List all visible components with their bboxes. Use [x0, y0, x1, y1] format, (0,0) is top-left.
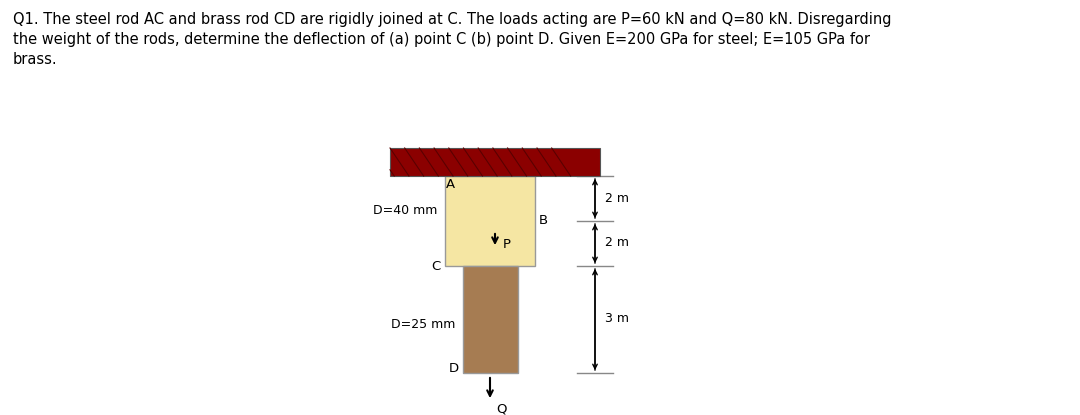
Text: 3 m: 3 m [605, 312, 629, 325]
Text: 2 m: 2 m [605, 237, 629, 249]
Text: Q1. The steel rod AC and brass rod CD are rigidly joined at C. The loads acting : Q1. The steel rod AC and brass rod CD ar… [13, 12, 891, 66]
Text: A: A [445, 178, 455, 191]
Text: D=40 mm: D=40 mm [373, 205, 437, 217]
Text: D=25 mm: D=25 mm [391, 317, 455, 330]
Text: P: P [503, 237, 511, 251]
Text: 2 m: 2 m [605, 191, 629, 205]
Text: B: B [539, 215, 549, 227]
Bar [390, 148, 600, 176]
Text: C: C [432, 259, 441, 273]
Text: Q: Q [496, 403, 507, 415]
Text: D: D [449, 361, 459, 374]
Bar [445, 176, 535, 266]
Bar [463, 266, 518, 373]
